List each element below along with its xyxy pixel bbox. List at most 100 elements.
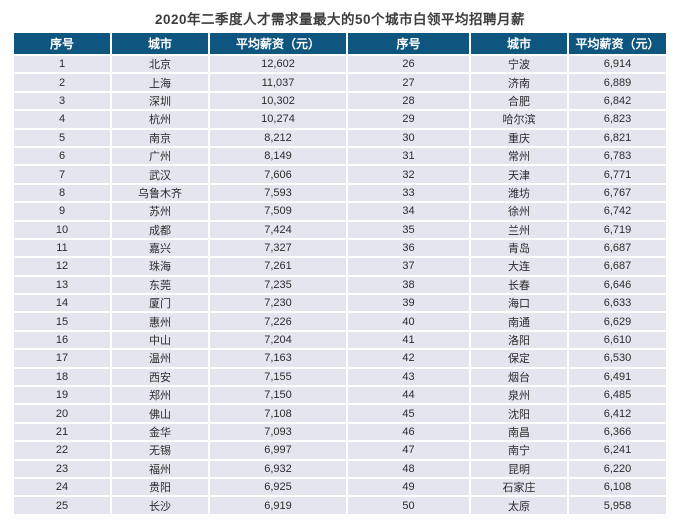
rank-cell: 24 — [14, 478, 110, 496]
salary-cell: 6,633 — [569, 295, 666, 312]
salary-cell: 6,610 — [569, 331, 666, 349]
rank-cell: 47 — [348, 442, 469, 459]
salary-cell: 7,606 — [210, 166, 346, 183]
rank-cell: 38 — [348, 276, 469, 294]
rank-cell: 21 — [14, 423, 110, 441]
city-cell: 广州 — [112, 147, 208, 165]
column-header-rank-right: 序号 — [348, 33, 469, 54]
rank-cell: 36 — [348, 239, 469, 257]
city-cell: 金华 — [112, 423, 208, 441]
rank-cell: 1 — [14, 56, 110, 73]
city-cell: 合肥 — [471, 92, 567, 110]
salary-cell: 6,412 — [569, 405, 666, 422]
city-cell: 保定 — [471, 350, 567, 367]
city-cell: 长春 — [471, 276, 567, 294]
salary-cell: 6,742 — [569, 203, 666, 220]
column-header-city-right: 城市 — [471, 33, 567, 54]
city-cell: 太原 — [471, 497, 567, 514]
city-cell: 厦门 — [112, 295, 208, 312]
rank-cell: 3 — [14, 92, 110, 110]
salary-cell: 6,530 — [569, 350, 666, 367]
salary-cell: 6,889 — [569, 74, 666, 91]
city-cell: 徐州 — [471, 203, 567, 220]
salary-cell: 7,204 — [210, 331, 346, 349]
rank-cell: 37 — [348, 258, 469, 275]
salary-cell: 12,602 — [210, 56, 346, 73]
city-cell: 长沙 — [112, 497, 208, 514]
city-cell: 中山 — [112, 331, 208, 349]
rank-cell: 46 — [348, 423, 469, 441]
rank-cell: 43 — [348, 368, 469, 386]
salary-cell: 6,914 — [569, 56, 666, 73]
city-cell: 上海 — [112, 74, 208, 91]
salary-cell: 6,767 — [569, 184, 666, 202]
city-cell: 石家庄 — [471, 478, 567, 496]
city-cell: 郑州 — [112, 387, 208, 404]
city-cell: 无锡 — [112, 442, 208, 459]
city-cell: 西安 — [112, 368, 208, 386]
city-cell: 哈尔滨 — [471, 111, 567, 128]
column-header-rank-left: 序号 — [14, 33, 110, 54]
salary-cell: 10,274 — [210, 111, 346, 128]
rank-cell: 40 — [348, 313, 469, 330]
salary-cell: 6,925 — [210, 478, 346, 496]
city-cell: 南通 — [471, 313, 567, 330]
salary-cell: 11,037 — [210, 74, 346, 91]
rank-cell: 28 — [348, 92, 469, 110]
rank-cell: 6 — [14, 147, 110, 165]
salary-cell: 7,327 — [210, 239, 346, 257]
rank-cell: 22 — [14, 442, 110, 459]
salary-cell: 7,226 — [210, 313, 346, 330]
salary-cell: 8,212 — [210, 129, 346, 146]
city-cell: 温州 — [112, 350, 208, 367]
salary-cell: 6,823 — [569, 111, 666, 128]
city-cell: 南昌 — [471, 423, 567, 441]
city-cell: 泉州 — [471, 387, 567, 404]
salary-cell: 6,241 — [569, 442, 666, 459]
rank-cell: 30 — [348, 129, 469, 146]
rank-cell: 27 — [348, 74, 469, 91]
rank-cell: 15 — [14, 313, 110, 330]
city-cell: 佛山 — [112, 405, 208, 422]
rank-cell: 31 — [348, 147, 469, 165]
salary-cell: 7,424 — [210, 221, 346, 238]
rank-cell: 26 — [348, 56, 469, 73]
rank-cell: 45 — [348, 405, 469, 422]
salary-cell: 6,687 — [569, 258, 666, 275]
city-cell: 杭州 — [112, 111, 208, 128]
salary-cell: 7,108 — [210, 405, 346, 422]
city-cell: 乌鲁木齐 — [112, 184, 208, 202]
city-cell: 北京 — [112, 56, 208, 73]
city-cell: 沈阳 — [471, 405, 567, 422]
city-cell: 南京 — [112, 129, 208, 146]
city-cell: 洛阳 — [471, 331, 567, 349]
city-cell: 东莞 — [112, 276, 208, 294]
column-header-salary-left: 平均薪资（元） — [210, 33, 346, 54]
rank-cell: 19 — [14, 387, 110, 404]
salary-cell: 7,235 — [210, 276, 346, 294]
rank-cell: 48 — [348, 460, 469, 477]
city-cell: 昆明 — [471, 460, 567, 477]
city-cell: 天津 — [471, 166, 567, 183]
rank-cell: 8 — [14, 184, 110, 202]
city-cell: 青岛 — [471, 239, 567, 257]
rank-cell: 16 — [14, 331, 110, 349]
city-cell: 兰州 — [471, 221, 567, 238]
city-cell: 烟台 — [471, 368, 567, 386]
salary-cell: 6,687 — [569, 239, 666, 257]
rank-cell: 42 — [348, 350, 469, 367]
city-cell: 南宁 — [471, 442, 567, 459]
salary-cell: 7,261 — [210, 258, 346, 275]
rank-cell: 44 — [348, 387, 469, 404]
column-header-salary-right: 平均薪资（元） — [569, 33, 666, 54]
rank-cell: 2 — [14, 74, 110, 91]
city-cell: 惠州 — [112, 313, 208, 330]
column-header-city-left: 城市 — [112, 33, 208, 54]
salary-cell: 6,485 — [569, 387, 666, 404]
city-cell: 海口 — [471, 295, 567, 312]
rank-cell: 12 — [14, 258, 110, 275]
rank-cell: 25 — [14, 497, 110, 514]
city-cell: 贵阳 — [112, 478, 208, 496]
rank-cell: 34 — [348, 203, 469, 220]
